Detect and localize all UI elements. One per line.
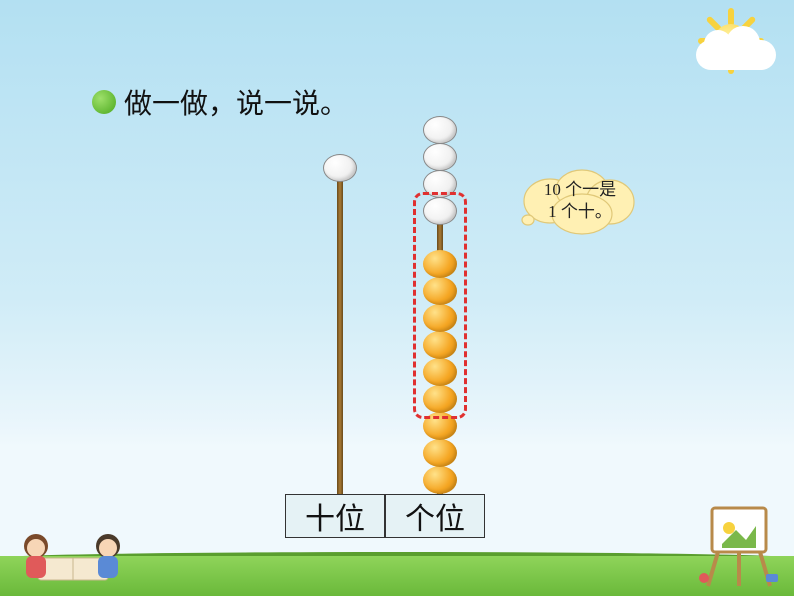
bubble-line1: 10 个一是 <box>544 179 616 201</box>
title-row: 做一做，说一说。 <box>92 82 348 122</box>
bead-orange <box>423 466 457 494</box>
easel-icon <box>694 500 784 590</box>
speech-bubble: 10 个一是 1 个十。 <box>520 166 640 236</box>
bead-white <box>323 154 357 182</box>
cloud-icon <box>696 40 776 70</box>
base-boxes: 十位 个位 <box>285 494 485 538</box>
bead-orange <box>423 439 457 467</box>
bubble-line2: 1 个十。 <box>544 201 616 223</box>
abacus: 十位 个位 <box>285 118 495 538</box>
children-reading-icon <box>8 510 138 590</box>
title-text: 做一做，说一说。 <box>124 82 348 122</box>
slide-canvas: 做一做，说一说。 十位 个位 10 个一是 1 个十。 <box>0 0 794 596</box>
rod-tens <box>337 158 343 498</box>
tens-label-box: 十位 <box>285 494 385 538</box>
bullet-dot-icon <box>92 90 116 114</box>
ones-label-box: 个位 <box>385 494 485 538</box>
dashed-highlight-box <box>413 192 467 419</box>
bead-white <box>423 116 457 144</box>
bead-white <box>423 143 457 171</box>
